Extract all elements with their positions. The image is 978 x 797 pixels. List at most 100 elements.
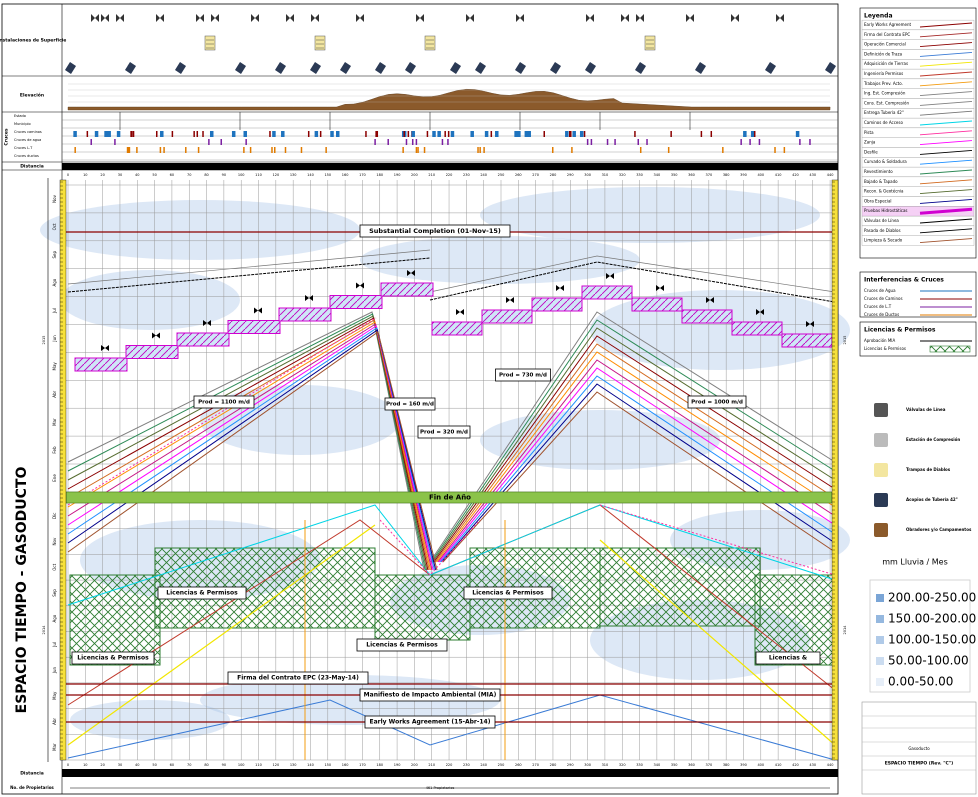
distance-label: Distancia (20, 164, 44, 170)
distance-tick-label: 270 (532, 173, 539, 177)
month-label: Abr (52, 718, 57, 725)
crossing-marker (132, 131, 135, 137)
valve-icon (731, 14, 739, 22)
crossing-marker (447, 131, 450, 137)
pig-trap-lines (206, 39, 214, 49)
distance-tick-label: 190 (394, 763, 401, 767)
hydro-test-step (781, 333, 833, 348)
pipe-stack-icon (340, 62, 351, 74)
year-label: 2015 (843, 336, 847, 345)
activity-line (67, 315, 428, 571)
crossing-marker (572, 131, 576, 137)
milestone-label-box (364, 715, 496, 729)
crossing-marker (700, 131, 703, 137)
rain-area (480, 187, 820, 243)
permit-label: Licencias & Permisos (77, 655, 149, 662)
distance-tick-label: 110 (255, 763, 262, 767)
crossing-marker (571, 147, 573, 153)
valve-icon (305, 295, 313, 301)
icon-sample (874, 403, 888, 417)
pista-line (67, 317, 377, 506)
distance-tick-label: 290 (567, 763, 574, 767)
distance-tick-label: 10 (83, 173, 87, 177)
row-acquisition (599, 539, 836, 746)
legend-title: Interferencias & Cruces (864, 277, 944, 284)
permit-label-box (157, 586, 247, 600)
pipe-stack-icon (695, 62, 706, 74)
crossing-marker (590, 139, 593, 145)
rain-swatch (876, 657, 884, 665)
permit-label-box (71, 651, 155, 665)
early-line (67, 694, 836, 761)
distance-tick-label: 40 (135, 763, 139, 767)
crossing-marker (809, 139, 811, 145)
pipe-stack-icon (235, 62, 246, 74)
permit-block (754, 574, 836, 666)
milestone-label: Substantial Completion (01-Nov-15) (369, 227, 501, 235)
crossing-row-label: Municipio (14, 122, 31, 126)
distance-tick-label: 170 (359, 763, 366, 767)
distance-tick-label: 150 (324, 763, 331, 767)
year-label: 2015 (42, 336, 46, 345)
crossing-marker (131, 131, 133, 137)
desfile-line (429, 261, 836, 303)
legend-item: Caminos de Acceso (864, 120, 903, 125)
legend-item: Desfile (864, 149, 878, 154)
km-mark: 0 Km (70, 771, 80, 775)
crossing-marker (128, 147, 131, 153)
crossing-marker (330, 131, 334, 137)
crossing-marker (86, 131, 89, 137)
activity-line (434, 343, 836, 563)
rain-frame (869, 579, 971, 693)
production-label-box (687, 395, 747, 409)
permit-label: Licencias & Permisos (366, 642, 438, 649)
activity-line (67, 331, 438, 571)
crossing-marker (126, 147, 129, 153)
crossing-marker (314, 131, 319, 137)
distance-tick-label: 200 (411, 173, 418, 177)
rain-area (590, 290, 850, 370)
year-label: 2014 (843, 625, 847, 635)
distance-tick-label: 430 (809, 763, 816, 767)
hydro-test-step (278, 307, 332, 322)
distance-tick-label: 50 (152, 763, 156, 767)
hydro-test-step (125, 345, 179, 359)
rain-class: 100.00-150.00 (888, 633, 976, 647)
permit-label: Licencias & Permisos (472, 590, 544, 597)
crossing-marker (197, 147, 200, 153)
legend-swatch (919, 32, 973, 38)
permit-label: Licencias & (769, 655, 807, 662)
hydro-test-step (74, 357, 128, 372)
pig-trap-icon (644, 35, 656, 51)
distance-tick-label: 200 (411, 763, 418, 767)
rain-area (480, 410, 720, 470)
crossing-marker (579, 131, 584, 137)
elevation-label: Elevación (20, 92, 44, 99)
pipe-stack-icon (275, 62, 286, 74)
km-mark: 100 Km (243, 771, 257, 775)
km-bar-bottom (62, 769, 838, 777)
valve-icon (466, 14, 474, 22)
crossing-marker (441, 139, 444, 145)
production-label-box (495, 368, 551, 382)
crossing-marker (450, 131, 455, 137)
crossing-marker (411, 139, 414, 145)
distance-tick-label: 210 (428, 173, 435, 177)
icon-sample (874, 463, 888, 477)
distance-tick-label: 280 (550, 173, 557, 177)
legend-swatch (919, 198, 973, 204)
rain-class: 0.00-50.00 (888, 675, 953, 689)
crossing-row-label: Cruces L.T (14, 146, 33, 150)
crossing-marker (284, 147, 287, 153)
distance-tick-label: 110 (255, 173, 262, 177)
km-mark: 350 Km (676, 771, 690, 775)
crossing-marker (243, 131, 247, 137)
valve-icon (806, 321, 814, 327)
crossing-marker (753, 131, 756, 137)
crossing-marker (243, 147, 245, 153)
distance-tick-label: 390 (740, 173, 747, 177)
valve-icon (156, 14, 164, 22)
crossing-marker (231, 131, 236, 137)
delivery-line (429, 255, 836, 293)
